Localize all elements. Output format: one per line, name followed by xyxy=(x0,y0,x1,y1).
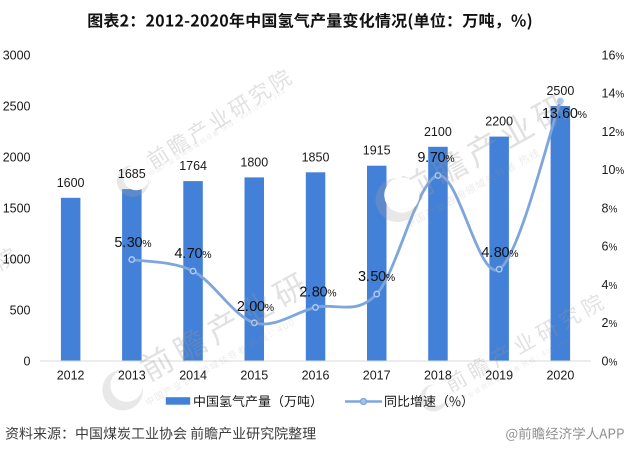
svg-text:9. 70%: 9. 70% xyxy=(417,150,454,166)
svg-text:2100: 2100 xyxy=(424,125,452,139)
svg-text:2014: 2014 xyxy=(179,368,207,382)
svg-text:4. 70%: 4. 70% xyxy=(174,246,211,262)
svg-text:2013: 2013 xyxy=(118,368,146,382)
svg-text:1764: 1764 xyxy=(179,159,207,173)
svg-text:0: 0 xyxy=(24,354,31,368)
svg-text:14%: 14% xyxy=(602,87,625,101)
svg-text:500: 500 xyxy=(10,303,31,317)
svg-text:2500: 2500 xyxy=(546,84,574,98)
svg-text:10%: 10% xyxy=(602,163,625,177)
svg-text:1800: 1800 xyxy=(240,155,268,169)
svg-text:13. 60%: 13. 60% xyxy=(542,106,587,122)
svg-text:2. 80%: 2. 80% xyxy=(299,284,336,300)
svg-text:2020: 2020 xyxy=(546,368,574,382)
svg-text:2015: 2015 xyxy=(240,368,268,382)
svg-text:3000: 3000 xyxy=(3,48,31,62)
svg-text:8%: 8% xyxy=(602,201,618,215)
svg-text:1850: 1850 xyxy=(302,150,330,164)
svg-text:2017: 2017 xyxy=(363,368,391,382)
svg-text:1000: 1000 xyxy=(3,252,31,266)
svg-text:4%: 4% xyxy=(602,278,618,292)
svg-text:2000: 2000 xyxy=(3,150,31,164)
svg-text:2%: 2% xyxy=(602,316,618,330)
svg-text:1600: 1600 xyxy=(57,176,85,190)
svg-text:2012: 2012 xyxy=(57,368,85,382)
svg-text:1685: 1685 xyxy=(118,167,146,181)
svg-text:12%: 12% xyxy=(602,125,625,139)
svg-text:2019: 2019 xyxy=(485,368,513,382)
svg-text:1500: 1500 xyxy=(3,201,31,215)
svg-text:2016: 2016 xyxy=(302,368,330,382)
svg-text:6%: 6% xyxy=(602,240,618,254)
svg-text:3. 50%: 3. 50% xyxy=(358,269,395,285)
svg-text:2018: 2018 xyxy=(424,368,452,382)
svg-text:2200: 2200 xyxy=(485,115,513,129)
svg-text:0%: 0% xyxy=(602,354,618,368)
svg-text:1915: 1915 xyxy=(363,144,391,158)
svg-text:2500: 2500 xyxy=(3,99,31,113)
svg-text:16%: 16% xyxy=(602,48,625,62)
svg-text:4. 80%: 4. 80% xyxy=(481,245,518,261)
svg-text:5. 30%: 5. 30% xyxy=(114,235,151,251)
svg-text:2. 00%: 2. 00% xyxy=(237,299,274,315)
